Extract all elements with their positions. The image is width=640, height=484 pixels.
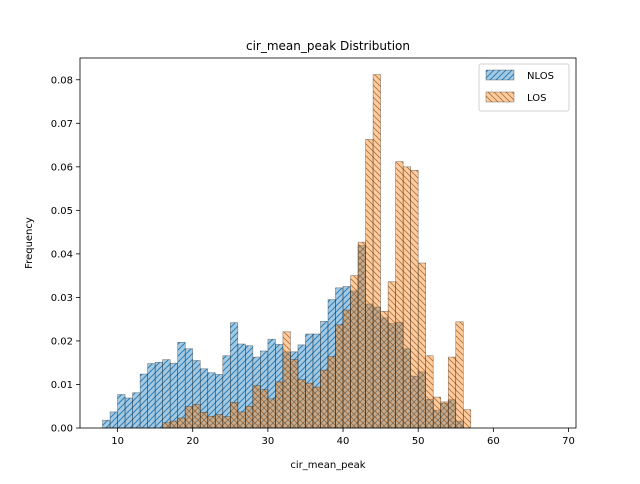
bar-los bbox=[402, 166, 411, 429]
y-tick-label: 0.03 bbox=[51, 293, 73, 304]
x-tick-label: 50 bbox=[412, 436, 425, 447]
y-tick-label: 0.01 bbox=[51, 380, 73, 391]
bar-los bbox=[320, 369, 329, 429]
legend-swatch-nlos bbox=[485, 69, 515, 81]
y-tick-label: 0.05 bbox=[51, 206, 73, 217]
bar-los bbox=[222, 416, 231, 429]
bar-los bbox=[425, 355, 434, 429]
legend-label-nlos: NLOS bbox=[527, 71, 554, 82]
legend-label-los: LOS bbox=[527, 93, 546, 104]
bar-los bbox=[192, 404, 201, 429]
bar-nlos bbox=[162, 359, 171, 429]
bar-los bbox=[440, 401, 449, 429]
y-tick-label: 0.07 bbox=[51, 119, 73, 130]
bar-nlos bbox=[132, 392, 141, 429]
y-tick-label: 0.02 bbox=[51, 336, 73, 347]
bar-los bbox=[260, 389, 269, 429]
bar-los bbox=[245, 405, 254, 429]
x-tick-label: 60 bbox=[487, 436, 500, 447]
bar-los bbox=[350, 275, 359, 429]
y-tick-label: 0.08 bbox=[51, 75, 73, 86]
bar-nlos bbox=[102, 419, 111, 429]
bar-los bbox=[447, 356, 457, 429]
bar-nlos bbox=[139, 373, 148, 429]
bar-los bbox=[417, 262, 426, 429]
bar-los bbox=[177, 417, 186, 429]
bar-los bbox=[342, 309, 351, 429]
bar-los bbox=[290, 359, 299, 429]
bar-nlos bbox=[169, 362, 178, 429]
legend: NLOS LOS bbox=[478, 63, 570, 112]
bar-los bbox=[184, 406, 194, 429]
bar-los bbox=[335, 324, 344, 429]
x-tick-label: 20 bbox=[186, 436, 199, 447]
bar-nlos bbox=[154, 361, 163, 429]
x-tick-label: 10 bbox=[111, 436, 124, 447]
bar-los bbox=[282, 331, 291, 429]
bar-los bbox=[169, 420, 178, 429]
bar-los bbox=[162, 422, 171, 429]
bar-los bbox=[297, 379, 306, 429]
x-axis-ticks: 10 20 30 40 50 60 70 bbox=[111, 428, 575, 447]
bar-nlos bbox=[109, 411, 118, 429]
bar-los bbox=[387, 281, 396, 429]
y-axis-ticks: 0.00 0.01 0.02 0.03 0.04 0.05 0.06 0.07 0.08 bbox=[51, 75, 80, 435]
y-tick-label: 0.04 bbox=[51, 249, 73, 260]
bar-los bbox=[305, 382, 314, 429]
x-tick-label: 70 bbox=[562, 436, 575, 447]
bar-los bbox=[207, 415, 216, 429]
bar-nlos bbox=[177, 341, 186, 429]
bar-nlos bbox=[147, 363, 156, 429]
bar-los bbox=[410, 170, 419, 429]
bar-los bbox=[199, 412, 209, 429]
bar-los bbox=[455, 321, 464, 429]
bar-los bbox=[327, 356, 336, 429]
bar-los bbox=[214, 414, 224, 429]
bar-los bbox=[380, 311, 389, 429]
bar-nlos bbox=[124, 397, 133, 429]
bar-los bbox=[432, 396, 442, 429]
bar-los bbox=[252, 385, 261, 429]
bar-los bbox=[357, 241, 366, 429]
bar-los bbox=[395, 161, 404, 429]
y-tick-label: 0.06 bbox=[51, 162, 73, 173]
bar-los bbox=[230, 402, 239, 429]
plot-frame bbox=[79, 57, 577, 429]
bar-nlos bbox=[117, 394, 126, 429]
legend-swatch-los bbox=[485, 91, 515, 103]
bar-los bbox=[372, 74, 381, 429]
x-tick-label: 40 bbox=[337, 436, 350, 447]
y-tick-label: 0.00 bbox=[51, 424, 73, 435]
chart-title: cir_mean_peak Distribution bbox=[246, 39, 410, 53]
x-axis-label: cir_mean_peak bbox=[290, 460, 365, 471]
bar-los bbox=[462, 409, 472, 429]
bar-los bbox=[267, 398, 276, 429]
bar-los bbox=[275, 381, 284, 429]
bar-los bbox=[237, 411, 246, 429]
bar-los bbox=[312, 386, 321, 429]
x-tick-label: 30 bbox=[262, 436, 275, 447]
y-axis-label: Frequency bbox=[24, 217, 35, 269]
bar-los bbox=[365, 139, 374, 429]
